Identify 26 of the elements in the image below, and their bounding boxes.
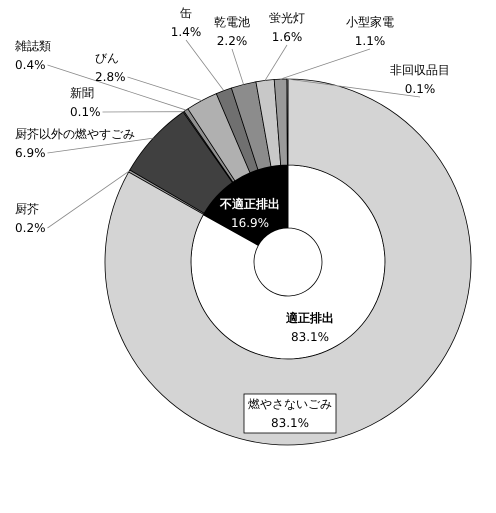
data-label: 83.1% (270, 416, 310, 430)
slice-label: 小型家電 (346, 15, 394, 29)
slice-label: 燃やさないごみ (248, 397, 332, 411)
slice-label: 缶 (180, 6, 192, 20)
data-label: 6.9% (15, 146, 46, 160)
slice-label: 乾電池 (214, 15, 250, 29)
data-label: 0.1% (404, 82, 436, 96)
slice-label: 蛍光灯 (269, 11, 305, 25)
data-label: 0.2% (15, 221, 46, 235)
data-label: 2.8% (95, 70, 126, 84)
data-label: 1.1% (354, 34, 386, 48)
slice-label: 適正排出 (285, 311, 334, 325)
data-label: 16.9% (230, 216, 270, 230)
data-label: 0.4% (15, 58, 46, 72)
data-label: 83.1% (290, 330, 330, 344)
slice-label: 厨芥以外の燃やすごみ (15, 127, 135, 141)
slice-label: 新聞 (70, 86, 94, 100)
slice-label: 雑誌類 (15, 39, 51, 53)
slice-label: 不適正排出 (219, 197, 280, 211)
slice-label: びん (95, 51, 119, 65)
data-label: 1.4% (170, 25, 202, 39)
slice-label: 非回収品目 (390, 63, 450, 77)
data-label: 2.2% (216, 34, 248, 48)
data-label: 0.1% (70, 105, 100, 119)
data-label: 1.6% (272, 30, 302, 44)
slice-label: 厨芥 (15, 202, 39, 216)
